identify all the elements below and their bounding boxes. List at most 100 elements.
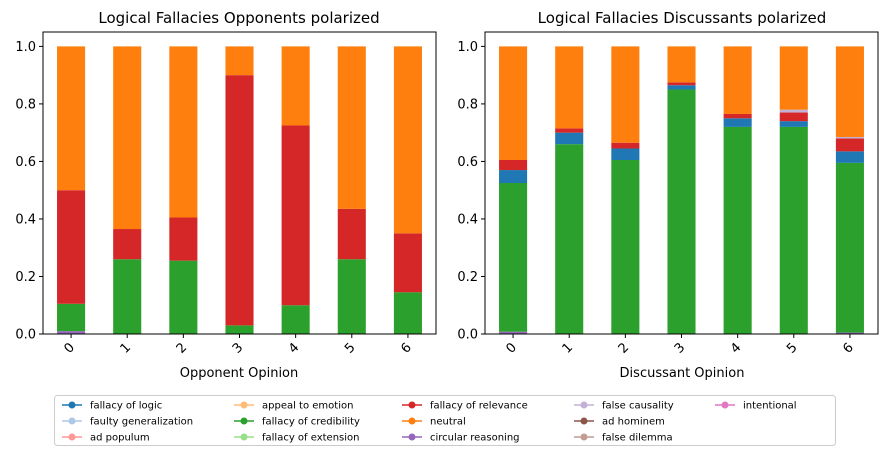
legend-marker xyxy=(240,417,248,425)
legend-item: faulty generalization xyxy=(62,417,193,428)
y-tick-label: 1.0 xyxy=(457,40,478,55)
legend-item: neutral xyxy=(402,417,466,428)
x-tick-label: 2 xyxy=(616,340,632,356)
bar-segment xyxy=(499,331,528,334)
legend-item: ad populum xyxy=(62,433,150,444)
legend-item: fallacy of logic xyxy=(62,401,162,412)
bar-segment xyxy=(281,125,310,306)
legend-item: false dilemma xyxy=(574,433,673,444)
chart-panel-discussants: Logical Fallacies Discussants polarized … xyxy=(457,9,879,381)
bar-segment xyxy=(393,46,422,234)
bar-segment xyxy=(113,259,142,334)
legend-label: circular reasoning xyxy=(430,433,520,444)
bar-segment xyxy=(499,159,528,171)
legend-item: fallacy of extension xyxy=(234,433,360,444)
legend-label: ad populum xyxy=(90,433,150,444)
legend-label: fallacy of extension xyxy=(262,433,360,444)
y-tick-label: 0.4 xyxy=(457,212,478,227)
legend-label: fallacy of logic xyxy=(90,401,162,412)
x-tick-label: 3 xyxy=(230,340,246,356)
bar-segment xyxy=(555,128,584,133)
x-tick-label: 5 xyxy=(342,340,358,356)
y-tick-label: 0.6 xyxy=(15,155,36,170)
bar-segment xyxy=(723,113,752,119)
legend-label: false causality xyxy=(602,401,674,412)
x-tick-label: 6 xyxy=(398,340,414,356)
bar-segment xyxy=(555,132,584,145)
y-tick-label: 0.4 xyxy=(15,212,36,227)
legend-item: intentional xyxy=(715,401,797,412)
legend-label: neutral xyxy=(430,417,466,428)
bar-segment xyxy=(835,151,864,163)
x-tick-label: 4 xyxy=(728,340,744,356)
bars-layer xyxy=(57,46,422,334)
x-axis: 0 1 2 3 4 5 6 xyxy=(503,334,857,357)
bar-segment xyxy=(499,183,528,332)
legend-items: fallacy of logic faulty generalization ad … xyxy=(62,401,797,444)
y-axis: 0.0 0.2 0.4 0.6 0.8 1.0 xyxy=(457,40,485,343)
legend-label: fallacy of relevance xyxy=(430,401,528,412)
legend-label: intentional xyxy=(743,401,797,412)
legend-label: faulty generalization xyxy=(90,417,193,428)
bar-segment xyxy=(169,46,198,218)
bar-segment xyxy=(57,331,86,334)
bars-layer xyxy=(499,46,864,335)
x-tick-label: 0 xyxy=(61,340,77,356)
bar-segment xyxy=(499,46,528,160)
legend-marker xyxy=(408,401,416,409)
bar-segment xyxy=(57,46,86,191)
legend-marker xyxy=(240,433,248,441)
bar-segment xyxy=(281,46,310,126)
bar-segment xyxy=(723,46,752,114)
chart-title: Logical Fallacies Discussants polarized xyxy=(538,9,827,27)
legend-marker xyxy=(240,401,248,409)
bar-segment xyxy=(779,46,808,110)
y-tick-label: 0.6 xyxy=(457,155,478,170)
bar-segment xyxy=(667,89,696,335)
legend-marker xyxy=(408,417,416,425)
legend: fallacy of logic faulty generalization ad … xyxy=(54,395,836,446)
legend-marker xyxy=(580,417,588,425)
y-axis: 0.0 0.2 0.4 0.6 0.8 1.0 xyxy=(15,40,43,343)
bar-segment xyxy=(555,46,584,129)
bar-segment xyxy=(667,82,696,86)
bar-segment xyxy=(611,46,640,143)
bar-segment xyxy=(779,109,808,113)
bar-segment xyxy=(835,46,864,137)
bar-segment xyxy=(723,118,752,127)
y-tick-label: 0.8 xyxy=(457,97,478,112)
y-tick-label: 1.0 xyxy=(15,40,36,55)
bar-segment xyxy=(393,233,422,293)
legend-marker xyxy=(68,433,76,441)
bar-segment xyxy=(113,46,142,230)
bar-segment xyxy=(835,332,864,334)
legend-item: fallacy of credibility xyxy=(234,417,360,428)
legend-marker xyxy=(580,433,588,441)
x-axis-label: Opponent Opinion xyxy=(180,366,299,381)
bar-segment xyxy=(611,159,640,334)
legend-label: ad hominem xyxy=(602,417,665,428)
bar-segment xyxy=(835,136,864,139)
bar-segment xyxy=(57,190,86,304)
bar-segment xyxy=(337,46,366,209)
bar-segment xyxy=(835,138,864,152)
bar-segment xyxy=(499,170,528,183)
bar-segment xyxy=(225,75,254,326)
legend-label: appeal to emotion xyxy=(262,401,353,412)
x-tick-label: 2 xyxy=(174,340,190,356)
chart-panel-opponents: Logical Fallacies Opponents polarized 0.… xyxy=(15,9,437,381)
bar-segment xyxy=(169,260,198,334)
chart-title: Logical Fallacies Opponents polarized xyxy=(98,9,379,27)
x-axis: 0 1 2 3 4 5 6 xyxy=(61,334,415,357)
y-tick-label: 0.2 xyxy=(15,270,36,285)
bar-segment xyxy=(57,303,86,332)
bar-segment xyxy=(225,46,254,76)
legend-marker xyxy=(580,401,588,409)
x-tick-label: 0 xyxy=(503,340,519,356)
bar-segment xyxy=(779,112,808,122)
x-axis-label: Discussant Opinion xyxy=(620,366,745,381)
legend-marker xyxy=(408,433,416,441)
y-tick-label: 0.2 xyxy=(457,270,478,285)
legend-label: false dilemma xyxy=(602,433,673,444)
x-tick-label: 5 xyxy=(784,340,800,356)
